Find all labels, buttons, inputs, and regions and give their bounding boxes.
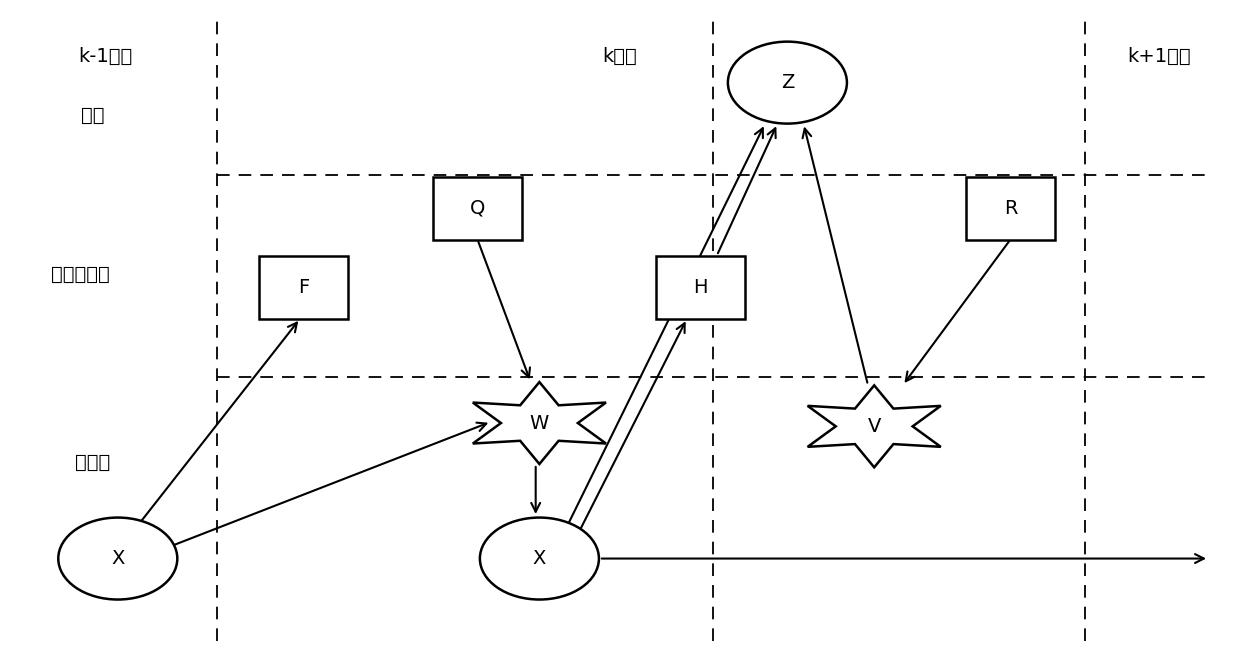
FancyBboxPatch shape (966, 176, 1055, 239)
FancyBboxPatch shape (656, 256, 745, 319)
Text: Q: Q (470, 199, 485, 217)
Text: Z: Z (781, 73, 794, 92)
Text: H: H (693, 278, 708, 297)
Polygon shape (807, 385, 941, 467)
Ellipse shape (58, 518, 177, 600)
Ellipse shape (480, 518, 599, 600)
Text: F: F (298, 278, 310, 297)
Text: X: X (533, 549, 546, 568)
Text: k-1时刻: k-1时刻 (78, 47, 133, 65)
Text: W: W (529, 414, 549, 432)
Text: R: R (1004, 199, 1017, 217)
Text: 不可见: 不可见 (76, 453, 110, 472)
Polygon shape (472, 382, 606, 464)
FancyBboxPatch shape (433, 176, 522, 239)
FancyBboxPatch shape (259, 256, 348, 319)
Text: 被用户使用: 被用户使用 (51, 265, 110, 284)
Text: k+1时刻: k+1时刻 (1127, 47, 1192, 65)
Text: k时刻: k时刻 (603, 47, 637, 65)
Ellipse shape (728, 42, 847, 124)
Text: 可见: 可见 (82, 106, 104, 125)
Text: X: X (112, 549, 124, 568)
Text: V: V (868, 417, 880, 436)
